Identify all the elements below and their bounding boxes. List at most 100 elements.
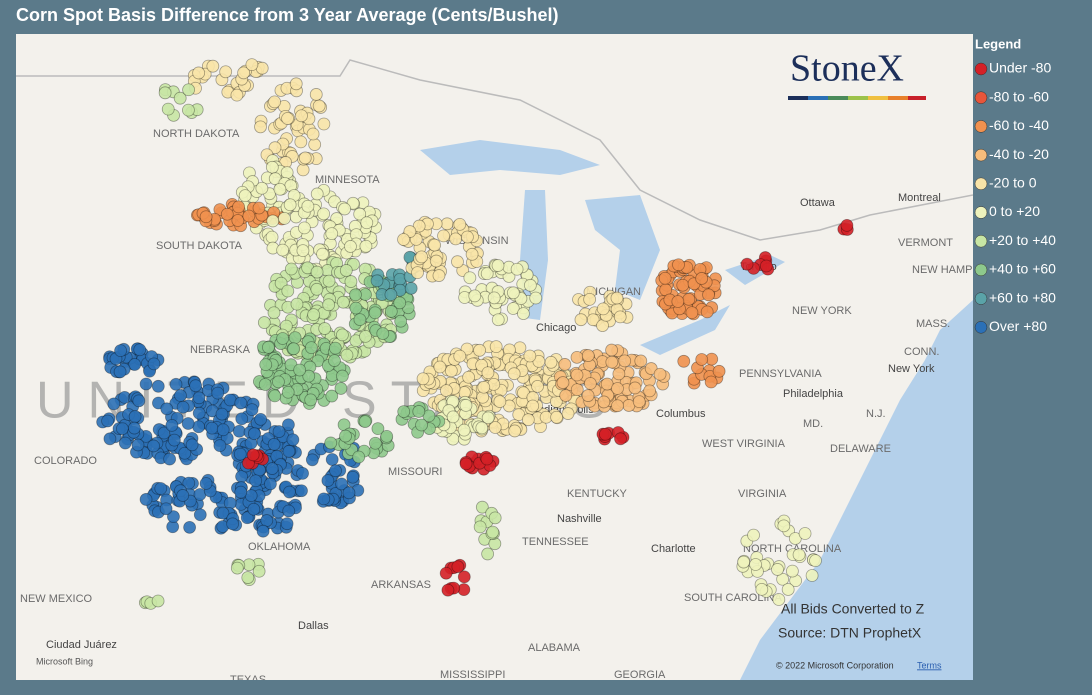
bid-dot [422,409,436,423]
map-label: ARKANSAS [371,579,431,591]
legend-label: -60 to -40 [989,117,1049,133]
bid-dot [258,378,272,391]
map-label: MINNESOTA [315,174,380,186]
bid-dot [411,266,424,280]
bid-dot [643,384,657,398]
bid-dot [230,88,244,102]
bid-dot [510,262,524,276]
bid-dot [685,306,699,320]
bid-dot [324,436,338,450]
bid-dot [247,502,261,516]
bid-dot [257,316,271,329]
bid-dot [376,327,390,340]
legend-swatch [974,206,988,219]
bid-dot [290,297,304,311]
bid-dot [282,444,296,458]
legend-swatch [974,91,988,104]
bid-dot [628,381,642,395]
bid-dot [237,66,251,80]
bid-dot [488,421,502,434]
bid-dot [461,230,474,244]
bid-dot [181,417,195,430]
map[interactable]: NORTH DAKOTA MINNESOTA SOUTH DAKOTA WISC… [16,34,1006,686]
bid-dot [310,187,324,201]
bid-dot [264,477,277,491]
bid-dot [597,395,611,409]
map-label: SOUTH CAROLINA [684,592,782,604]
bid-dot [199,210,213,224]
bid-dot [178,446,192,460]
legend-label: +20 to +40 [989,232,1056,248]
bid-dot [265,230,279,244]
bid-dot [561,407,575,420]
bid-dot [412,405,426,418]
bid-dot [322,298,336,312]
bid-dot [415,250,429,264]
bid-dot [325,389,339,403]
bid-dot [475,500,489,514]
bid-dot [282,504,296,518]
bid-dot [231,214,245,227]
bid-dot [740,257,754,271]
bid-dot [489,340,503,354]
bid-dot [294,135,308,149]
bid-dot [176,400,190,414]
bid-dot [340,348,354,362]
bid-dot [397,233,410,246]
map-label: WEST VIRGINIA [702,438,786,450]
bid-dot [611,399,624,413]
bid-dot [281,284,295,298]
bid-dot [704,375,718,389]
map-label: GEORGIA [614,669,666,681]
bid-dot [246,448,260,462]
bid-dot [206,59,220,73]
bid-dot [344,240,357,253]
bid-dot [238,189,252,203]
bid-dot [295,484,308,498]
bid-dot [282,418,295,432]
bid-dot [634,354,648,368]
bid-dot [267,306,281,320]
bid-dot [260,514,274,527]
map-label: TEXAS [230,674,266,686]
bid-dot [798,527,812,540]
bid-dot [183,520,197,534]
bid-dot [598,427,612,441]
bid-dot [349,288,362,302]
bid-dot [288,331,302,345]
terms-link[interactable]: Terms [917,660,942,670]
bid-dot [453,349,467,363]
bid-dot [165,418,179,432]
bid-dot [307,308,321,322]
bid-dot [254,120,267,134]
bid-dot [605,343,618,357]
bid-dot [309,88,323,101]
map-label: NEBRASKA [190,344,251,356]
bid-dot [219,65,233,79]
bid-dot [344,275,358,288]
city-label: Dallas [298,620,329,632]
legend-label: Under -80 [989,60,1051,76]
bid-dot [255,181,269,195]
bid-dot [131,438,145,452]
bid-dot [247,427,261,441]
bid-dot [322,274,336,288]
bid-dot [302,369,316,383]
bid-dot [523,349,537,363]
bid-dot [702,288,715,302]
legend-swatch [974,120,988,133]
bid-dot [632,395,646,409]
bid-dot [278,211,291,225]
bid-dots [96,58,854,610]
bid-dot [570,368,584,382]
bid-dot [189,379,203,393]
bid-dot [281,385,295,399]
bid-dot [559,389,573,402]
bid-dot [147,439,160,453]
bid-dot [558,358,572,371]
bid-dot [352,450,366,464]
bid-dot [468,289,482,303]
bid-dot [613,310,627,324]
city-label: Philadelphia [783,388,844,400]
bid-dot [268,95,281,109]
